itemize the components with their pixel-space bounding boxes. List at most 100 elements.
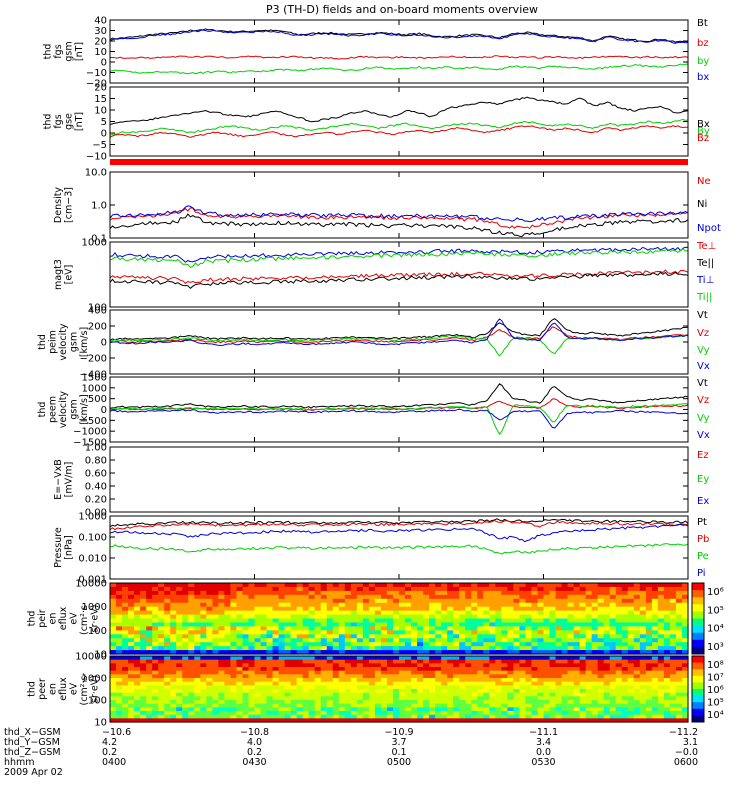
spectrogram-cell [531, 614, 539, 620]
spectrogram-cell [597, 630, 605, 635]
spectrogram-cell [459, 650, 466, 655]
spectrogram-cell [579, 610, 587, 616]
spectrogram-cell [405, 685, 412, 690]
spectrogram-cell [212, 586, 219, 592]
spectrogram-cell [543, 626, 551, 631]
spectrogram-cell [447, 586, 454, 592]
spectrogram-cell [320, 681, 328, 686]
spectrogram-cell [212, 594, 219, 600]
spectrogram-cell [278, 663, 286, 668]
spectrogram-cell [669, 622, 677, 627]
spectrogram-cell [423, 667, 430, 672]
spectrogram-cell [152, 670, 159, 675]
spectrogram-cell [417, 606, 424, 612]
spectrogram-cell [110, 656, 117, 661]
spectrogram-cell [459, 656, 466, 661]
spectrogram-cell [663, 678, 671, 683]
spectrogram-cell [483, 626, 490, 631]
y-axis-label-line: eV [69, 612, 80, 625]
spectrogram-cell [176, 663, 183, 668]
spectrogram-cell [405, 663, 412, 668]
spectrogram-cell [338, 618, 346, 624]
spectrogram-cell [453, 696, 460, 701]
spectrogram-cell [573, 696, 581, 701]
spectrogram-cell [537, 700, 545, 705]
spectrogram-cell [639, 663, 647, 668]
spectrogram-cell [507, 667, 514, 672]
spectrogram-cell [573, 670, 581, 675]
spectrogram-cell [603, 696, 611, 701]
spectrogram-cell [278, 718, 286, 723]
spectrogram-cell [392, 718, 400, 723]
spectrogram-cell [260, 590, 268, 596]
spectrogram-cell [663, 650, 671, 655]
spectrogram-cell [399, 667, 406, 672]
spectrogram-cell [591, 696, 599, 701]
spectrogram-cell [122, 638, 129, 643]
panel-frame [109, 376, 689, 443]
spectrogram-cell [603, 618, 611, 624]
spectrogram-cell [368, 659, 376, 664]
spectrogram-cell [140, 674, 147, 679]
spectrogram-cell [134, 670, 141, 675]
spectrogram-cell [429, 634, 436, 639]
spectrogram-cell [435, 642, 442, 647]
spectrogram-cell [435, 606, 442, 612]
spectrogram-cell [621, 606, 629, 612]
spectrogram-cell [597, 670, 605, 675]
spectrogram-cell [471, 714, 478, 719]
spectrogram-cell [140, 622, 147, 627]
spectrogram-cell [170, 670, 177, 675]
spectrogram-cell [489, 703, 496, 708]
spectrogram-cell [561, 663, 569, 668]
spectrogram-cell [188, 670, 195, 675]
spectrogram-cell [164, 602, 171, 608]
spectrogram-cell [405, 700, 412, 705]
spectrogram-cell [146, 618, 153, 624]
spectrogram-cell [284, 703, 292, 708]
spectrogram-cell [447, 634, 454, 639]
spectrogram-cell [206, 678, 213, 683]
spectrogram-cell [326, 634, 334, 639]
spectrogram-cell [585, 685, 593, 690]
spectrogram-cell [633, 685, 641, 690]
spectrogram-cell [272, 594, 280, 600]
spectrogram-cell [531, 646, 539, 651]
spectrogram-cell [380, 663, 388, 668]
spectrogram-cell [332, 630, 340, 635]
spectrogram-cell [429, 696, 436, 701]
spectrogram-cell [423, 638, 430, 643]
spectrogram-cell [368, 714, 376, 719]
spectrogram-cell [501, 681, 508, 686]
spectrogram-cell [675, 638, 683, 643]
footer-value: 3.7 [391, 737, 406, 748]
spectrogram-cell [399, 594, 406, 600]
spectrogram-cell [651, 707, 659, 712]
spectrogram-cell [284, 685, 292, 690]
spectrogram-cell [374, 614, 382, 620]
spectrogram-cell [326, 586, 334, 592]
spectrogram-cell [675, 583, 683, 588]
spectrogram-cell [447, 700, 454, 705]
spectrogram-cell [489, 618, 496, 624]
spectrogram-cell [543, 614, 551, 620]
spectrogram-cell [531, 707, 539, 712]
spectrogram-cell [591, 718, 599, 723]
spectrogram-cell [392, 594, 400, 600]
spectrogram-cell [350, 711, 358, 716]
spectrogram-cell [633, 656, 641, 661]
spectrogram-cell [567, 700, 575, 705]
spectrogram-cell [206, 602, 213, 608]
spectrogram-cell [417, 700, 424, 705]
spectrogram-cell [386, 583, 394, 588]
spectrogram-cell [344, 656, 352, 661]
spectrogram-cell [489, 670, 496, 675]
y-tick-label: 10.0 [85, 168, 107, 179]
spectrogram-cell [146, 634, 153, 639]
spectrogram-cell [116, 678, 123, 683]
spectrogram-cell [525, 711, 533, 716]
spectrogram-cell [555, 667, 563, 672]
spectrogram-cell [224, 583, 232, 588]
spectrogram-cell [441, 606, 448, 612]
spectrogram-cell [116, 659, 123, 664]
